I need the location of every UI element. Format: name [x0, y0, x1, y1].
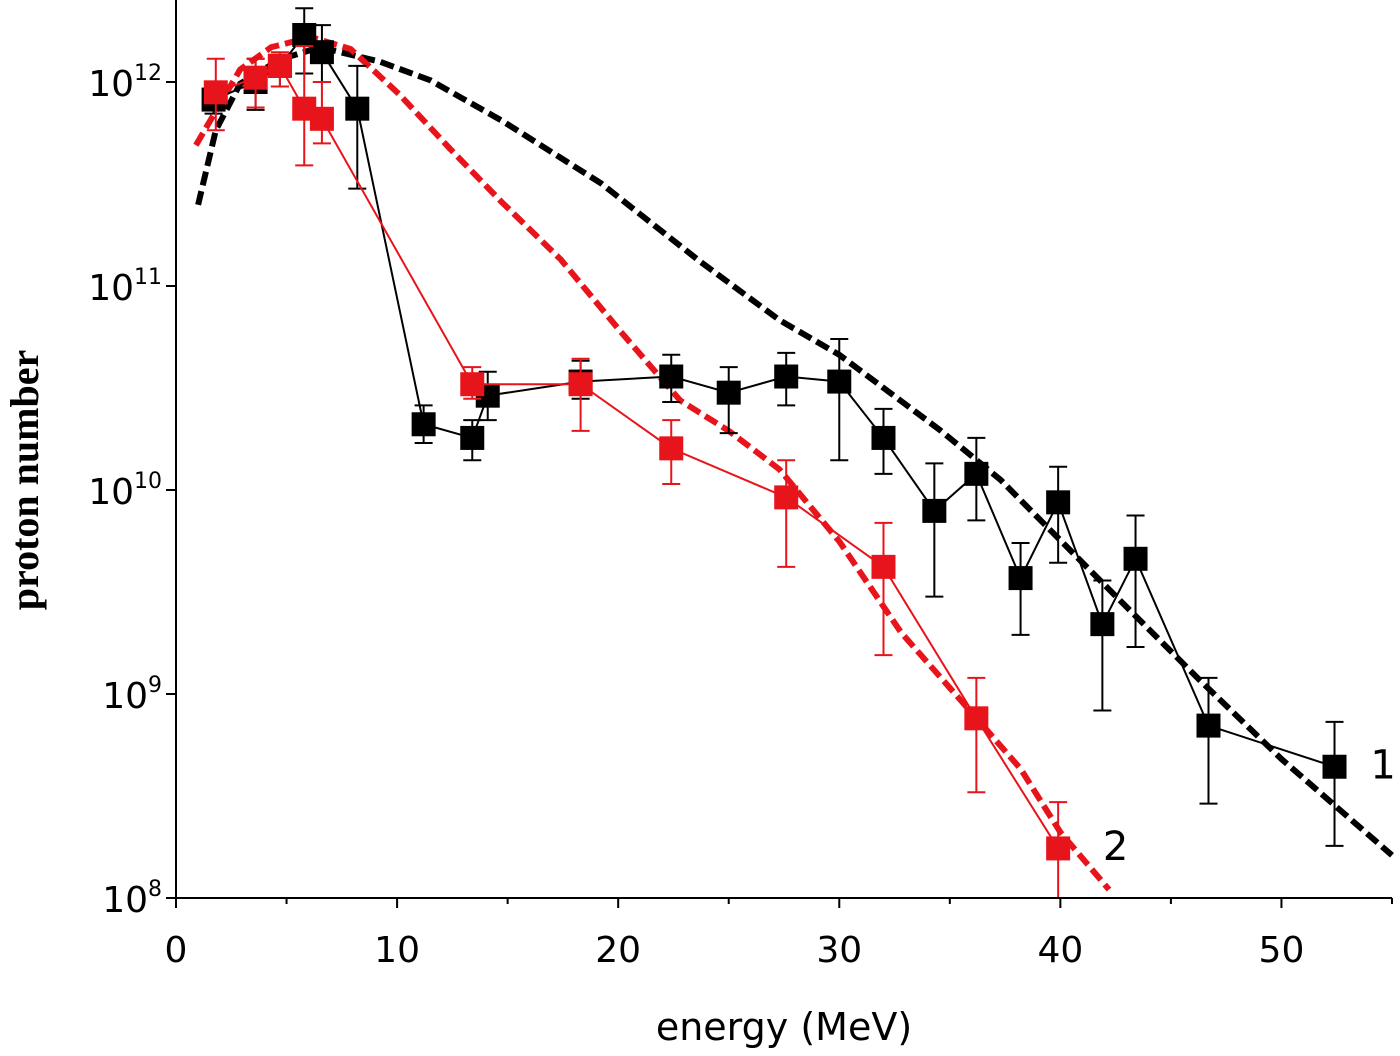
data-point [871, 554, 896, 579]
y-tick-label: 108 [102, 877, 162, 921]
series-line [213, 33, 1335, 768]
data-point [1046, 836, 1071, 861]
series-label-1: 1 [1370, 743, 1395, 789]
data-point [1123, 546, 1148, 571]
x-tick-label: 20 [595, 930, 641, 971]
data-point [345, 96, 370, 121]
data-point [267, 53, 292, 78]
data-point [1008, 566, 1033, 591]
y-axis-label: proton number [2, 350, 47, 610]
data-point [309, 106, 334, 131]
data-point [460, 425, 485, 450]
data-series-0 [201, 7, 1347, 847]
x-tick-label: 10 [374, 930, 420, 971]
data-point [659, 364, 684, 389]
data-point [309, 40, 334, 65]
y-tick-label: 1010 [88, 469, 162, 513]
data-point [659, 436, 684, 461]
data-point [774, 364, 799, 389]
x-tick-label: 50 [1259, 930, 1305, 971]
data-point [774, 485, 799, 510]
y-tick-label: 1011 [88, 265, 162, 309]
x-tick-label: 40 [1037, 930, 1083, 971]
data-point [1196, 713, 1221, 738]
data-series-1 [203, 45, 1071, 899]
data-point [964, 461, 989, 486]
data-point [243, 65, 268, 90]
data-point [716, 380, 741, 405]
data-point [1046, 490, 1071, 515]
series-label-2: 2 [1103, 824, 1128, 870]
data-point [871, 425, 896, 450]
data-point [411, 412, 436, 437]
y-tick-label: 109 [102, 673, 162, 717]
y-tick-label: 1012 [88, 61, 162, 105]
data-point [964, 706, 989, 731]
data-point [1322, 754, 1347, 779]
data-point [568, 372, 593, 397]
fit-curve-3 [193, 33, 1112, 892]
x-axis-label: energy (MeV) [656, 1005, 912, 1049]
data-point [922, 498, 947, 523]
data-point [460, 372, 485, 397]
data-point [827, 369, 852, 394]
data-point [203, 80, 228, 105]
axes: 0 10 20 30 40 50 108 109 1010 1011 1012 1 2 [88, 0, 1396, 971]
plot-area [193, 7, 1394, 899]
x-tick-label: 30 [816, 930, 862, 971]
series-line [215, 64, 1059, 849]
x-tick-label: 0 [165, 930, 188, 971]
data-point [1090, 612, 1115, 637]
